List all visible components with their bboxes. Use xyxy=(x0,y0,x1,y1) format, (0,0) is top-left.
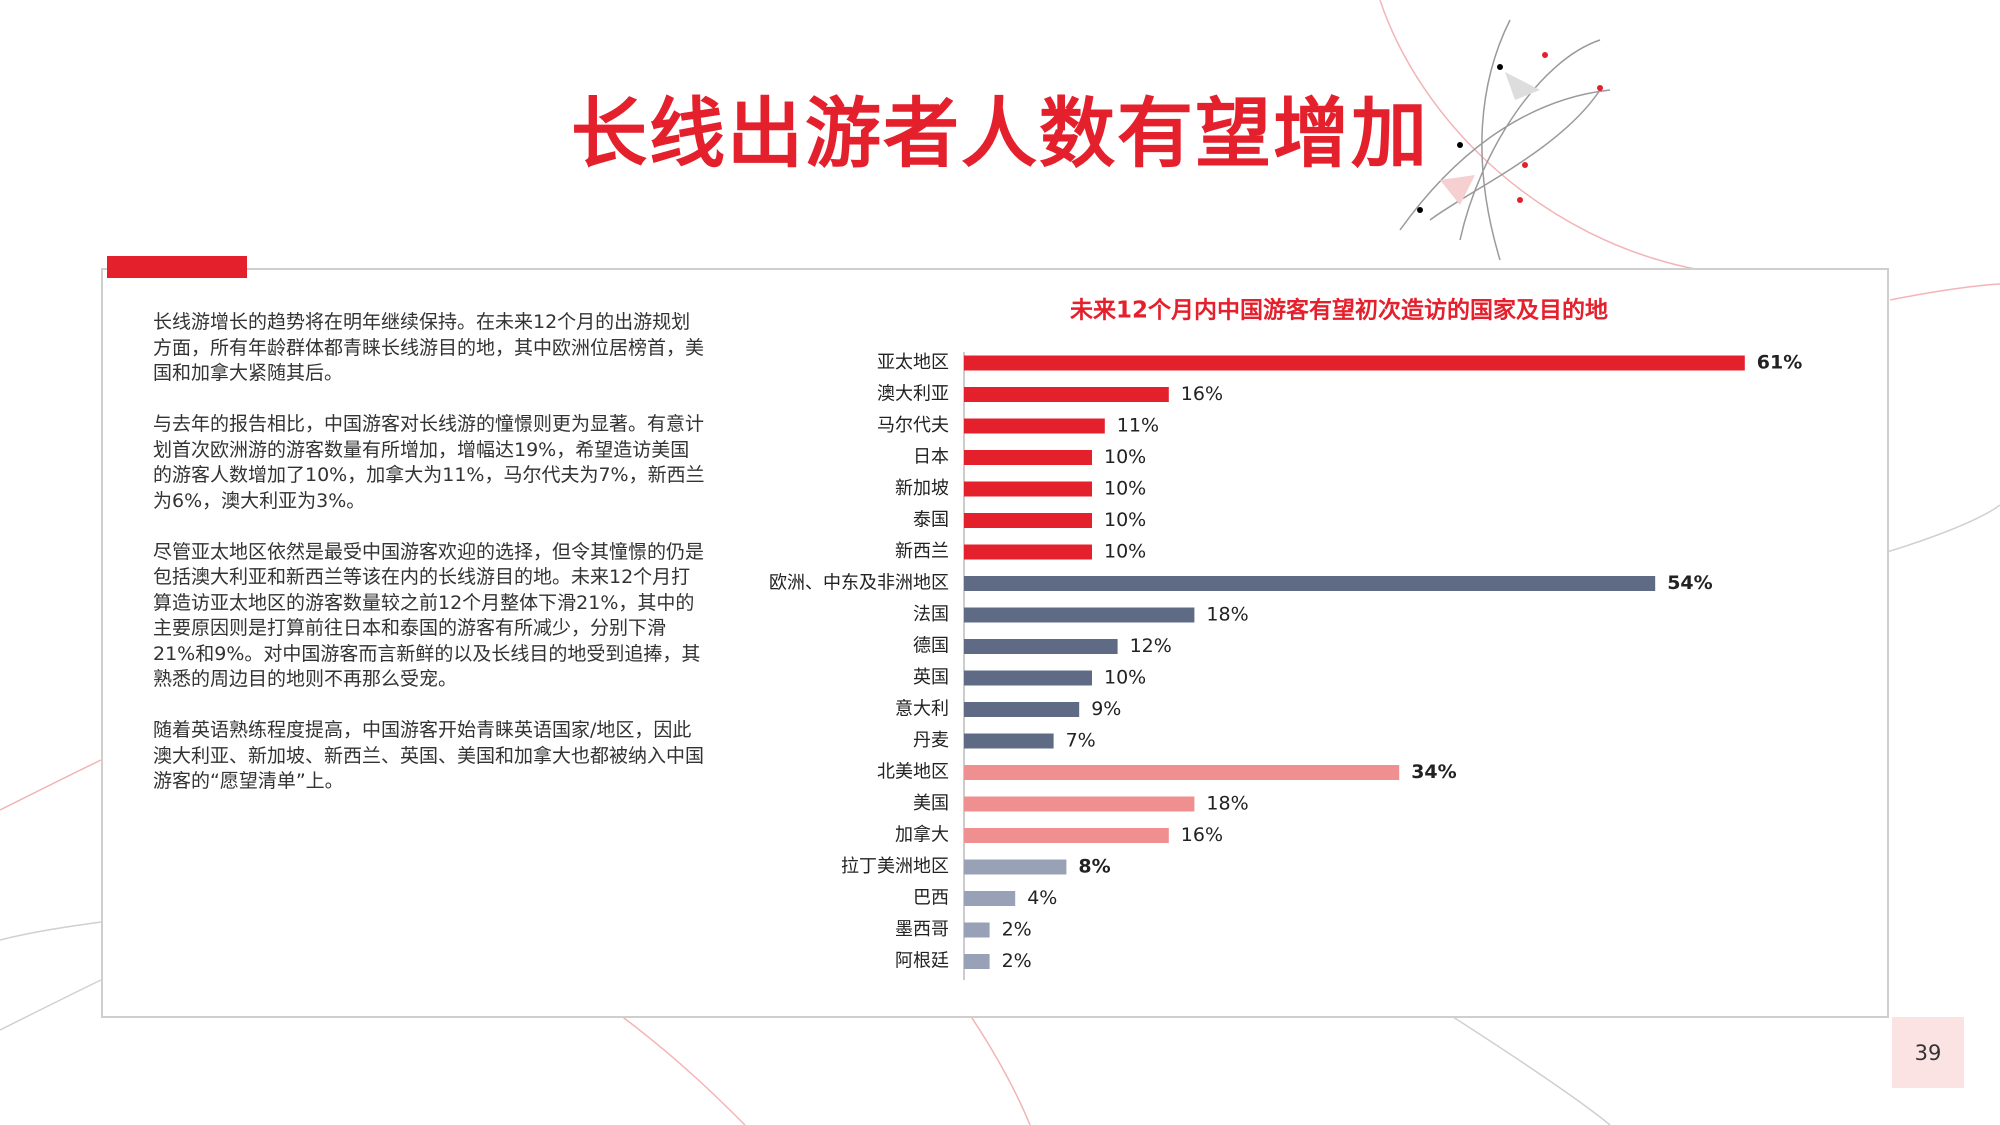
value-label: 8% xyxy=(1078,856,1110,878)
value-label: 12% xyxy=(1130,635,1172,657)
deco-curve xyxy=(0,921,102,941)
bar xyxy=(964,450,1092,465)
value-label: 10% xyxy=(1104,509,1146,531)
deco-dot xyxy=(1542,52,1548,58)
value-label: 10% xyxy=(1104,478,1146,500)
body-text: 长线游增长的趋势将在明年继续保持。在未来12个月的出游规划方面，所有年龄群体都青… xyxy=(153,310,708,820)
chart-title: 未来12个月内中国游客有望初次造访的国家及目的地 xyxy=(1070,297,1608,324)
bar xyxy=(964,796,1195,812)
bar xyxy=(964,607,1195,623)
category-label: 泰国 xyxy=(913,510,949,531)
value-label: 34% xyxy=(1411,761,1456,783)
value-label: 11% xyxy=(1117,415,1159,437)
page-title: 长线出游者人数有望增加 xyxy=(571,89,1429,178)
bar xyxy=(964,954,990,969)
paragraph: 随着英语熟练程度提高，中国游客开始青睐英语国家/地区，因此澳大利亚、新加坡、新西… xyxy=(153,719,705,792)
paragraph: 与去年的报告相比，中国游客对长线游的憧憬则更为显著。有意计划首次欧洲游的游客数量… xyxy=(153,413,705,512)
category-label: 法国 xyxy=(913,604,949,625)
category-label: 日本 xyxy=(913,447,949,468)
bar xyxy=(964,544,1092,560)
category-label: 英国 xyxy=(913,667,949,688)
bar xyxy=(964,670,1092,686)
value-label: 2% xyxy=(1002,950,1032,972)
category-label: 亚太地区 xyxy=(877,352,949,373)
category-label: 澳大利亚 xyxy=(877,384,949,405)
category-label: 新加坡 xyxy=(895,478,949,499)
value-label: 18% xyxy=(1206,793,1248,815)
value-label: 54% xyxy=(1667,572,1712,594)
category-label: 德国 xyxy=(913,636,949,657)
value-label: 10% xyxy=(1104,446,1146,468)
bar xyxy=(964,481,1092,497)
value-label: 4% xyxy=(1027,887,1057,909)
category-label: 墨西哥 xyxy=(895,919,949,940)
deco-dot xyxy=(1417,207,1423,213)
paragraph: 长线游增长的趋势将在明年继续保持。在未来12个月的出游规划方面，所有年龄群体都青… xyxy=(153,311,705,384)
bar xyxy=(964,859,1067,875)
paragraph: 尽管亚太地区依然是最受中国游客欢迎的选择，但令其憧憬的仍是包括澳大利亚和新西兰等… xyxy=(153,540,705,691)
deco-curve xyxy=(1379,0,1701,271)
deco-curve xyxy=(619,1014,746,1125)
bar xyxy=(964,828,1169,843)
category-label: 加拿大 xyxy=(895,824,949,846)
category-label: 意大利 xyxy=(895,699,949,720)
bar xyxy=(964,513,1092,528)
category-label: 拉丁美洲地区 xyxy=(841,856,949,877)
bar xyxy=(964,387,1169,402)
value-label: 2% xyxy=(1002,919,1032,941)
deco-curve xyxy=(0,979,102,1031)
deco-curve xyxy=(969,1014,1031,1125)
category-label: 巴西 xyxy=(913,888,949,909)
deco-dot xyxy=(1497,64,1503,70)
accent-tab xyxy=(107,256,247,278)
bar xyxy=(964,733,1054,749)
deco-dot xyxy=(1457,142,1463,148)
deco-curve xyxy=(1449,1014,1611,1125)
category-label: 欧洲、中东及非洲地区 xyxy=(769,573,949,594)
category-label: 阿根廷 xyxy=(895,951,949,972)
page-number: 39 xyxy=(1892,1017,1964,1088)
bar xyxy=(964,639,1118,654)
deco-shape xyxy=(1440,175,1475,205)
deco-dots xyxy=(1417,52,1603,213)
deco-curve xyxy=(0,759,102,811)
category-label: 美国 xyxy=(913,793,949,814)
bar xyxy=(964,702,1080,717)
bar xyxy=(964,418,1105,434)
value-label: 16% xyxy=(1181,824,1223,846)
category-label: 丹麦 xyxy=(913,730,949,751)
deco-dot xyxy=(1517,197,1523,203)
deco-network xyxy=(1399,19,1611,261)
value-label: 9% xyxy=(1091,698,1121,720)
bar xyxy=(964,576,1656,591)
value-label: 7% xyxy=(1066,730,1096,752)
category-label: 新西兰 xyxy=(895,541,949,562)
bar xyxy=(964,922,990,938)
value-label: 18% xyxy=(1206,604,1248,626)
value-label: 10% xyxy=(1104,667,1146,689)
category-label: 马尔代夫 xyxy=(877,415,949,436)
category-label: 北美地区 xyxy=(877,762,949,783)
deco-curve xyxy=(1889,283,2000,301)
deco-dot xyxy=(1522,162,1528,168)
bar xyxy=(964,765,1400,780)
bar xyxy=(964,891,1016,906)
value-label: 16% xyxy=(1181,383,1223,405)
value-label: 10% xyxy=(1104,541,1146,563)
deco-dot xyxy=(1597,85,1603,91)
bar xyxy=(964,355,1745,371)
deco-shape xyxy=(1505,72,1540,100)
value-label: 61% xyxy=(1757,352,1802,374)
